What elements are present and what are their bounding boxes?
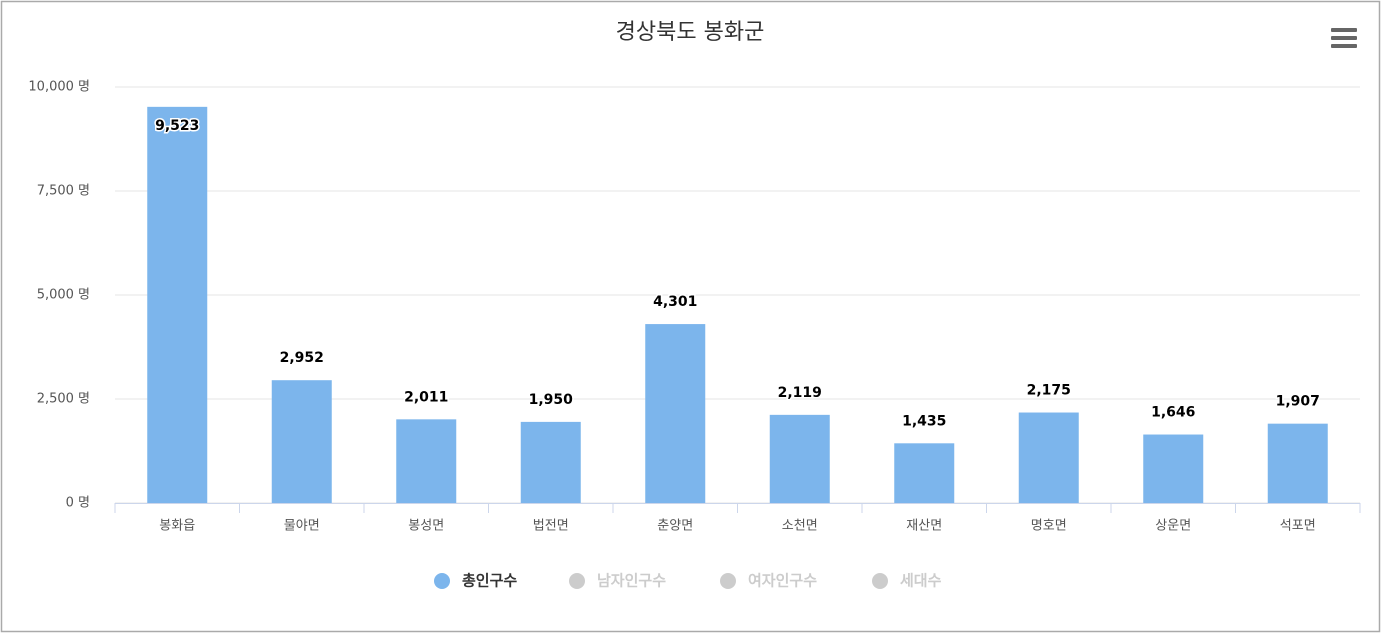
value-label: 2,119 [778, 385, 822, 401]
x-tick-label: 소천면 [782, 519, 818, 534]
x-tick-label: 춘양면 [657, 519, 693, 534]
bar [1018, 412, 1079, 503]
menu-bar[interactable] [1331, 36, 1357, 40]
value-label: 1,435 [902, 413, 946, 429]
legend-symbol[interactable] [434, 573, 450, 589]
legend-symbol[interactable] [720, 573, 736, 589]
y-tick-label: 5,000 명 [37, 288, 90, 303]
bar [769, 414, 830, 503]
menu-button[interactable] [1331, 28, 1357, 48]
x-tick-label: 봉화읍 [159, 519, 195, 534]
y-tick-label: 2,500 명 [37, 392, 90, 407]
bar [520, 421, 581, 503]
bar [271, 380, 332, 503]
bar [1267, 423, 1328, 503]
x-tick-label: 상운면 [1155, 519, 1191, 534]
legend-label[interactable]: 세대수 [900, 572, 942, 590]
x-tick-label: 명호면 [1031, 519, 1067, 534]
legend-symbol[interactable] [872, 573, 888, 589]
value-label: 2,175 [1027, 383, 1071, 399]
x-tick-label: 봉성면 [408, 519, 444, 534]
value-label: 2,952 [280, 350, 324, 366]
bar [147, 106, 208, 503]
bar [645, 324, 706, 503]
value-label: 2,011 [404, 389, 448, 405]
legend-label[interactable]: 남자인구수 [597, 572, 666, 590]
bar [1143, 434, 1204, 503]
bar [396, 419, 457, 503]
menu-bar[interactable] [1331, 28, 1357, 32]
y-tick-label: 10,000 명 [28, 80, 90, 95]
x-tick-label: 재산면 [906, 519, 942, 534]
value-label: 1,907 [1276, 394, 1320, 410]
x-tick-label: 법전면 [533, 519, 569, 534]
legend-label[interactable]: 여자인구수 [748, 572, 817, 590]
value-label: 1,950 [529, 392, 574, 408]
menu-bar[interactable] [1331, 44, 1357, 48]
y-tick-label: 0 명 [66, 496, 90, 511]
value-label: 4,301 [653, 294, 697, 310]
bar [894, 443, 955, 503]
value-label: 1,646 [1151, 405, 1195, 421]
x-tick-label: 석포면 [1280, 519, 1316, 534]
value-label: 9,523 [155, 118, 199, 134]
x-tick-label: 물야면 [284, 519, 320, 534]
chart-title: 경상북도 봉화군 [616, 20, 765, 45]
y-tick-label: 7,500 명 [37, 184, 90, 199]
legend-symbol[interactable] [569, 573, 585, 589]
legend-label[interactable]: 총인구수 [462, 572, 517, 590]
